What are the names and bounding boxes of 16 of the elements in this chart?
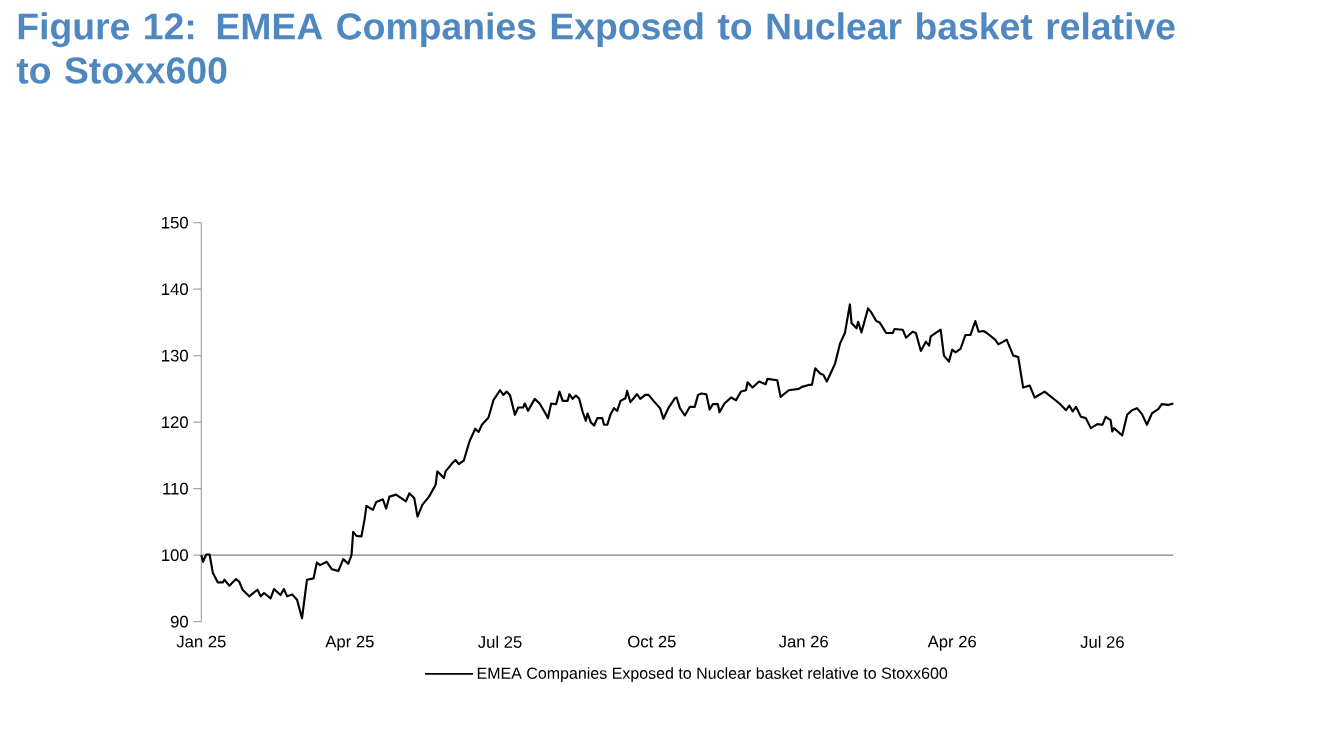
y-tick-label: 100	[162, 549, 188, 562]
x-tick-label: Apr 26	[927, 635, 976, 651]
x-tick-label: Jul 26	[1080, 635, 1124, 648]
chart-title: Figure 12: EMEA Companies Exposed to Nuclear basket relative to Stoxx600	[16, 12, 1175, 84]
x-tick-label: Apr 25	[325, 635, 374, 651]
legend-label: EMEA Companies Exposed to Nuclear basket relative to Stoxx600	[477, 667, 948, 683]
y-tick-label: 130	[162, 349, 188, 362]
x-tick-label: Oct 25	[628, 635, 676, 648]
x-tick-label: Jul 25	[478, 635, 522, 648]
y-tick-label: 140	[162, 283, 188, 296]
x-tick-label: Jan 26	[778, 635, 828, 648]
y-tick-label: 150	[162, 216, 188, 229]
x-tick-label: Jan 25	[176, 635, 226, 648]
y-tick-label: 90	[170, 615, 188, 628]
y-tick-label: 110	[163, 482, 188, 495]
y-tick-label: 120	[162, 416, 188, 429]
